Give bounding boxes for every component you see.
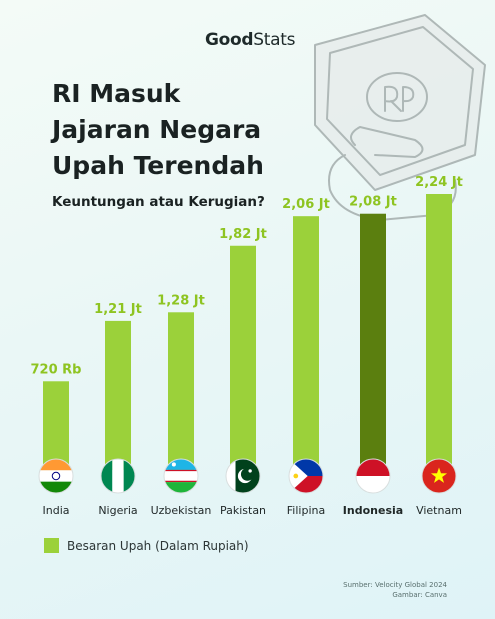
legend-label: Besaran Upah (Dalam Rupiah)	[67, 538, 249, 553]
philippines-flag-icon	[288, 458, 324, 494]
image-credit-line: Gambar: Canva	[392, 591, 447, 599]
category-label-filipina: Filipina	[287, 504, 325, 517]
goodstats-logo: GoodStats	[205, 30, 295, 50]
indonesia-flag-icon	[355, 458, 391, 494]
category-label-uzbekistan: Uzbekistan	[151, 504, 212, 517]
category-label-india: India	[43, 504, 70, 517]
title-line-2: Jajaran Negara	[52, 115, 262, 144]
vietnam-flag-icon	[421, 458, 457, 494]
bar-pakistan	[230, 245, 256, 470]
bar-filipina	[293, 216, 319, 470]
pakistan-flag-icon	[225, 458, 261, 494]
category-label-nigeria: Nigeria	[98, 504, 137, 517]
category-label-pakistan: Pakistan	[220, 504, 266, 517]
bar-indonesia	[360, 213, 386, 470]
legend-swatch	[44, 538, 59, 553]
bar-nigeria	[105, 320, 131, 470]
data-label-filipina: 2,06 Jt	[282, 197, 330, 212]
logo-part-good: Good	[205, 30, 254, 50]
data-label-vietnam: 2,24 Jt	[415, 175, 463, 190]
data-label-pakistan: 1,82 Jt	[219, 227, 267, 242]
chart-title: RI Masuk Jajaran Negara Upah Terendah	[52, 76, 264, 184]
chart-legend: Besaran Upah (Dalam Rupiah)	[44, 538, 249, 553]
bar-india	[43, 381, 69, 470]
logo-part-stats: Stats	[253, 30, 296, 50]
uzbekistan-flag-icon	[163, 458, 199, 494]
title-line-3: Upah Terendah	[52, 151, 264, 180]
data-label-uzbekistan: 1,28 Jt	[157, 293, 205, 308]
data-label-india: 720 Rb	[31, 362, 82, 377]
title-line-1: RI Masuk	[52, 79, 181, 108]
data-label-indonesia: 2,08 Jt	[349, 195, 397, 210]
source-line: Sumber: Velocity Global 2024	[343, 581, 447, 589]
bar-vietnam	[426, 194, 452, 470]
data-label-nigeria: 1,21 Jt	[94, 302, 142, 317]
money-hand-illustration	[314, 14, 486, 265]
category-label-indonesia: Indonesia	[343, 504, 403, 517]
nigeria-flag-icon	[100, 458, 136, 494]
chart-subtitle: Keuntungan atau Kerugian?	[52, 194, 265, 210]
bar-uzbekistan	[168, 312, 194, 470]
category-label-vietnam: Vietnam	[416, 504, 462, 517]
india-flag-icon	[38, 458, 74, 494]
source-note: Sumber: Velocity Global 2024 Gambar: Can…	[343, 580, 447, 600]
